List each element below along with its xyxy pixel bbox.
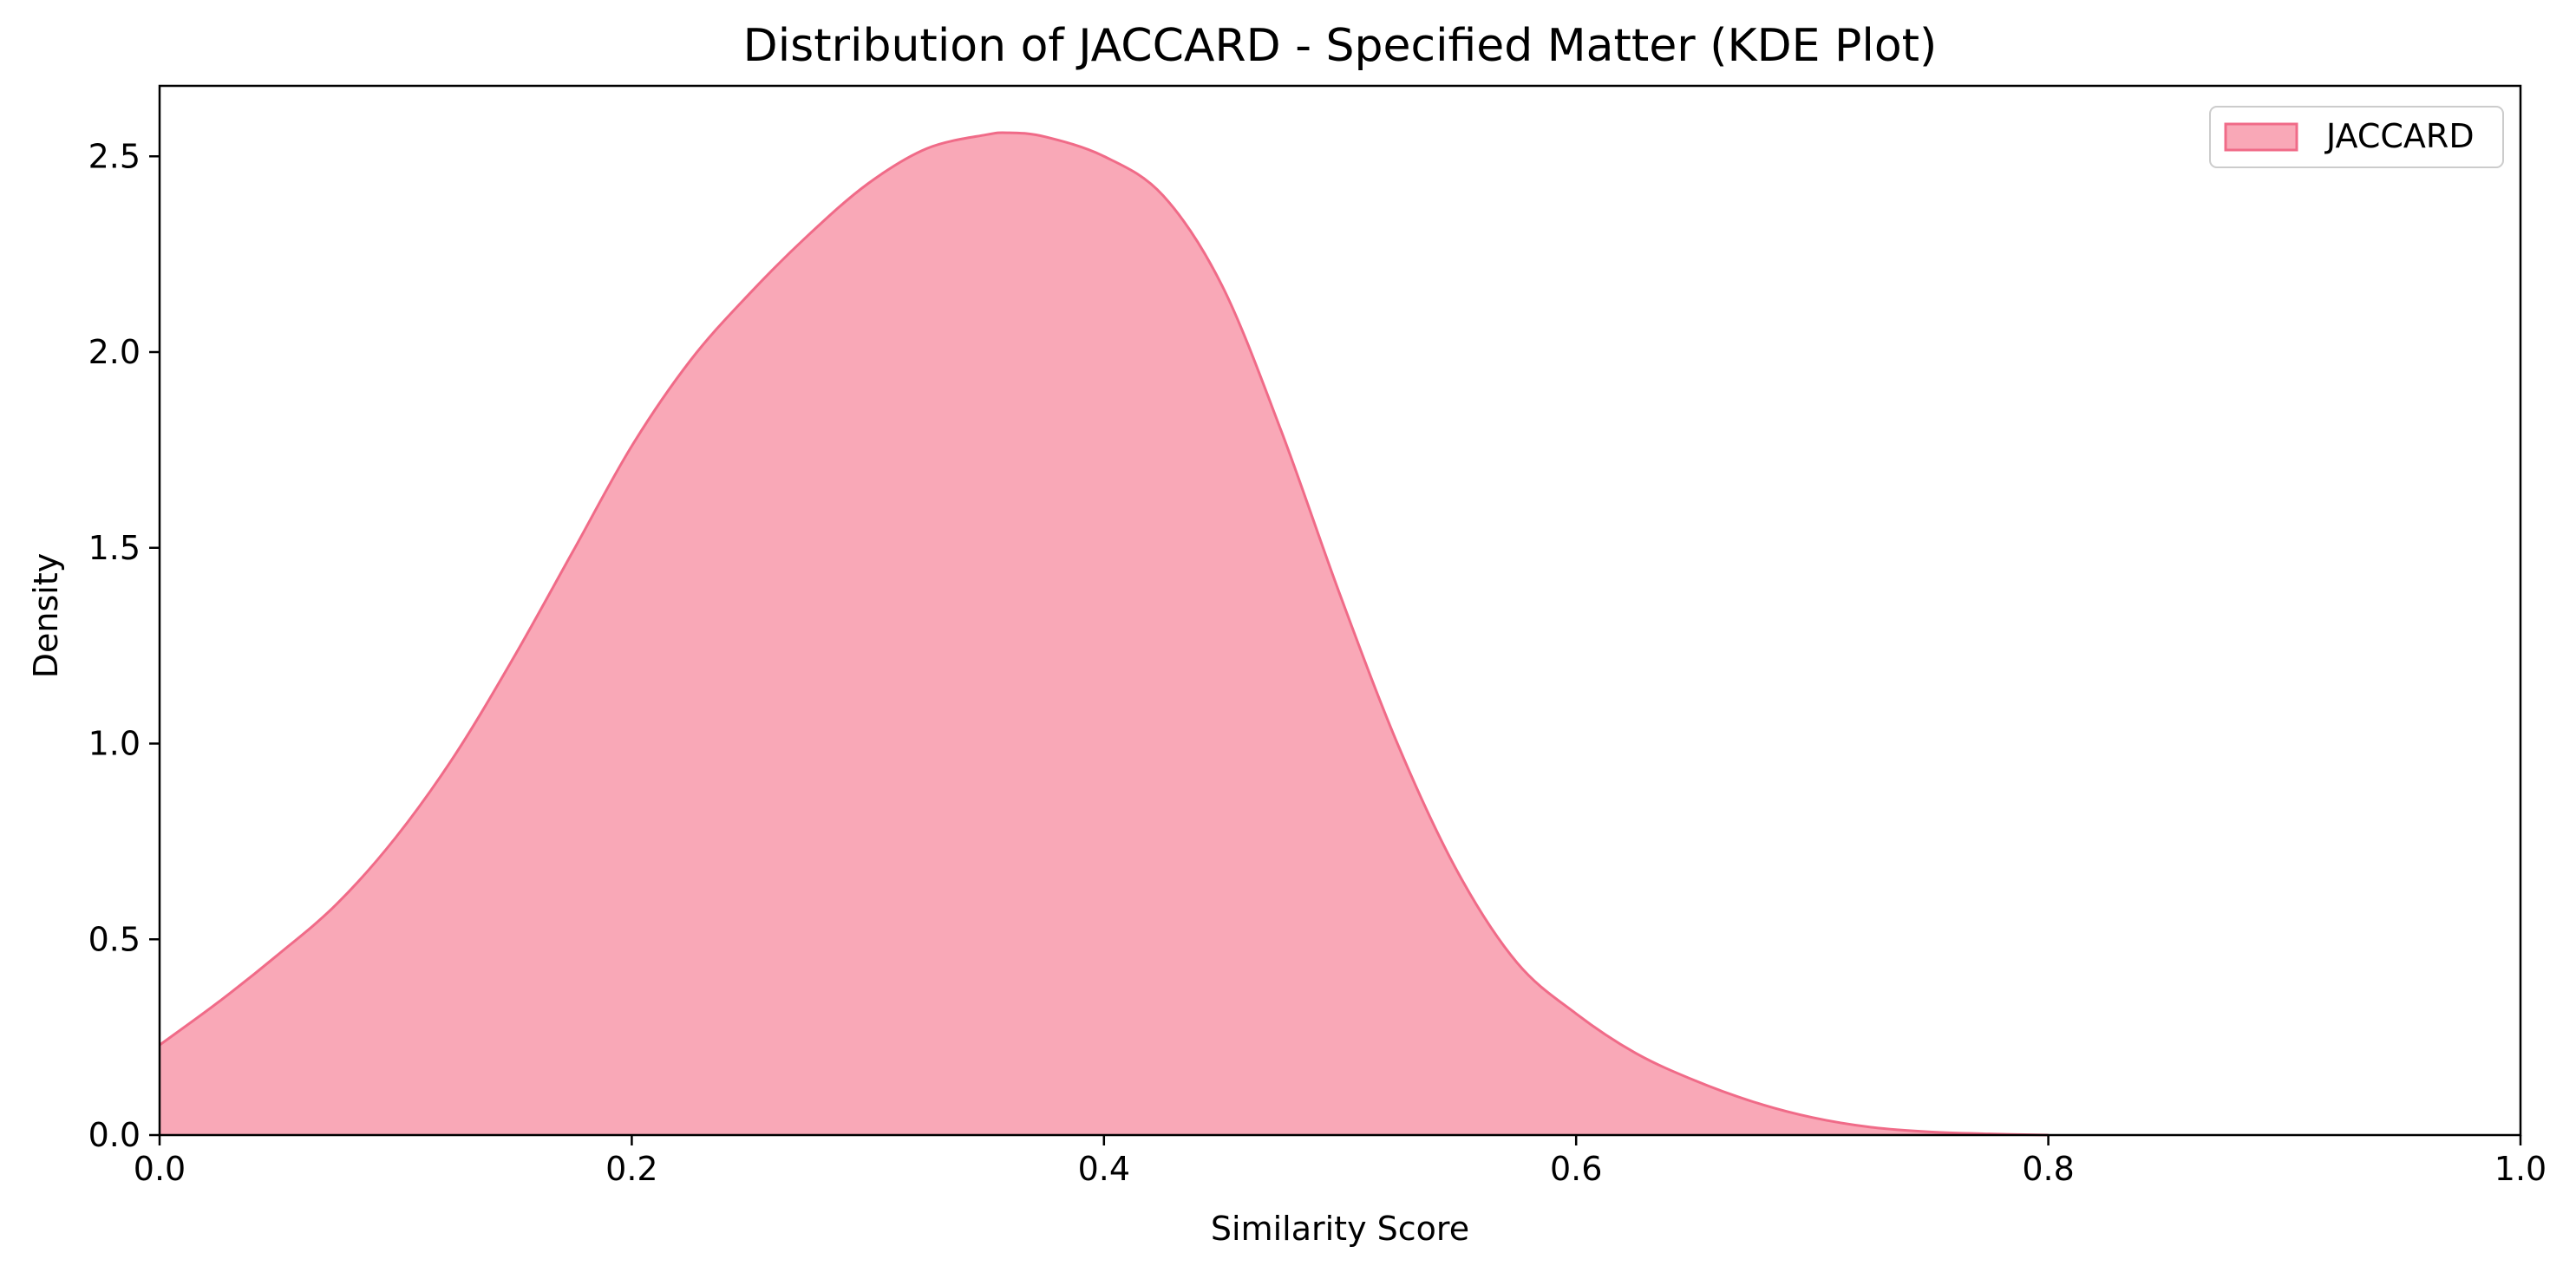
x-tick-label: 0.6 [1550,1150,1602,1188]
x-tick-label: 0.2 [605,1150,657,1188]
x-tick-label: 0.4 [1078,1150,1130,1188]
kde-area-jaccard [160,132,2049,1136]
x-tick-label: 0.8 [2022,1150,2074,1188]
y-tick-label: 2.0 [88,333,141,371]
plot-area [159,131,2049,1137]
x-axis-label: Similarity Score [1211,1210,1469,1248]
legend-swatch [2224,122,2298,152]
kde-line-jaccard [159,131,2049,1137]
chart-title: Distribution of JACCARD - Specified Matt… [743,20,1938,72]
y-tick-label: 1.5 [88,529,141,567]
y-tick-label: 0.5 [88,920,141,958]
x-tick-label: 1.0 [2494,1150,2547,1188]
axes: 0.0 0.2 0.4 0.6 0.8 1.0 0.0 0.5 1.0 1.5 2.0 2.5 [88,84,2547,1188]
legend-box [2209,106,2504,168]
legend: JACCARD [2209,106,2504,168]
legend-label: JACCARD [2324,117,2475,155]
plot-frame [158,84,2522,1137]
y-tick-label: 1.0 [88,725,141,763]
y-tick-label: 0.0 [88,1116,141,1154]
y-axis-label: Density [27,553,65,678]
y-tick-label: 2.5 [88,137,141,175]
x-tick-label: 0.0 [134,1150,186,1188]
